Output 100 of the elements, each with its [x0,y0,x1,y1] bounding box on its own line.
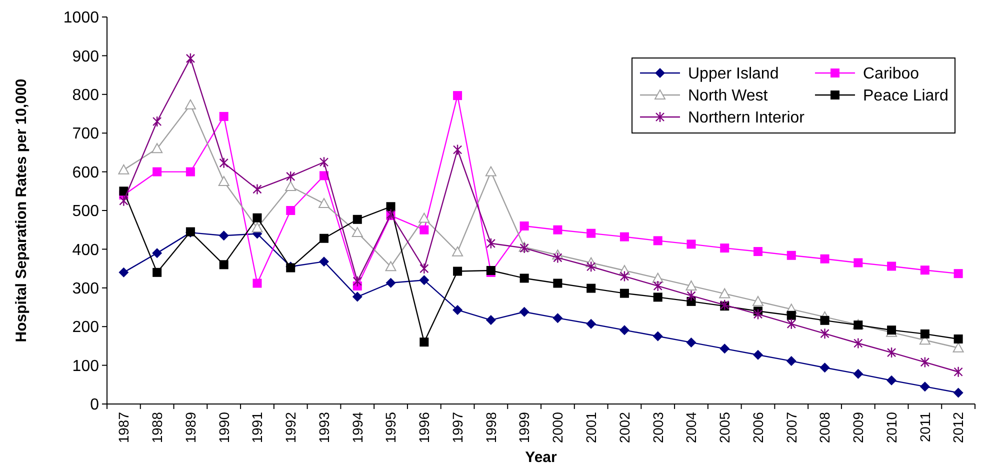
y-tick-label: 400 [72,242,100,259]
point [686,240,696,249]
point [186,167,195,176]
x-axis-title: Year [525,449,558,464]
point [954,269,963,278]
point [252,213,262,222]
y-axis-title: Hospital Separation Rates per 10,000 [13,78,30,342]
x-tick-label: 2004 [683,412,700,444]
legend-label: Peace Liard [863,88,948,105]
point [418,212,430,223]
point [152,167,162,176]
point [152,268,162,277]
point [119,195,128,206]
point [954,334,963,344]
point [652,272,664,283]
point [385,261,396,272]
point [820,362,830,373]
point [186,52,196,64]
y-tick-label: 1000 [63,10,100,27]
point [519,306,530,317]
point [619,325,630,336]
point [920,266,930,275]
point [252,184,262,195]
point [586,261,596,272]
x-tick-label: 2002 [616,412,632,444]
x-tick-label: 1995 [382,412,399,444]
point [320,234,328,243]
point [653,236,662,246]
point [219,157,228,168]
legend-label: North West [688,88,768,105]
point [184,99,196,110]
y-tick-label: 800 [72,87,100,104]
point [352,214,362,224]
point [118,164,130,174]
point [152,248,162,258]
point [118,267,129,278]
point [452,144,462,156]
x-tick-label: 1996 [416,412,432,444]
point [453,266,462,276]
point [219,260,228,270]
x-tick-label: 1998 [482,412,499,444]
x-tick-label: 1991 [249,412,266,444]
point [820,328,830,340]
point [620,232,629,242]
point [485,166,496,176]
point [754,247,762,256]
point [586,318,596,329]
x-tick-label: 2012 [950,412,966,444]
x-tick-label: 2008 [816,412,833,444]
point [920,356,930,368]
x-tick-label: 1988 [148,412,165,444]
x-tick-label: 2010 [883,412,900,444]
point [252,222,263,232]
point [953,388,964,398]
point [386,202,396,212]
point [285,181,296,192]
point [219,112,228,121]
point [319,256,329,267]
point [954,366,963,378]
point [318,198,330,208]
point [786,310,796,320]
y-tick-label: 0 [90,396,100,414]
point [620,288,629,298]
x-tick-label: 2009 [850,412,866,444]
x-tick-label: 1997 [449,412,466,444]
x-tick-label: 1999 [516,412,532,444]
point [420,225,429,234]
point [753,308,763,320]
x-tick-label: 2003 [650,412,666,444]
point [386,208,396,220]
x-tick-label: 1987 [116,412,132,444]
x-tick-label: 2005 [716,412,733,444]
point [686,290,696,302]
point [286,206,296,215]
point [352,276,362,287]
point [920,382,930,392]
point [720,244,730,253]
point [520,221,529,230]
legend-label: Northern Interior [688,110,806,127]
x-tick-label: 2007 [783,412,800,444]
point [820,316,830,325]
point [386,278,396,288]
point [886,375,897,386]
point [152,116,162,128]
point [653,292,662,302]
point [553,252,562,264]
y-tick-label: 600 [72,164,100,182]
point [719,288,730,298]
point [218,230,229,241]
point [520,274,529,283]
point [952,342,964,352]
point [452,246,464,256]
legend-label: Upper Island [688,66,779,83]
point [452,304,463,315]
legend-label: Cariboo [863,66,920,83]
x-tick-label: 1993 [316,412,332,444]
point [419,275,430,286]
x-tick-label: 1992 [282,412,299,444]
point [252,278,262,288]
point [820,254,830,264]
